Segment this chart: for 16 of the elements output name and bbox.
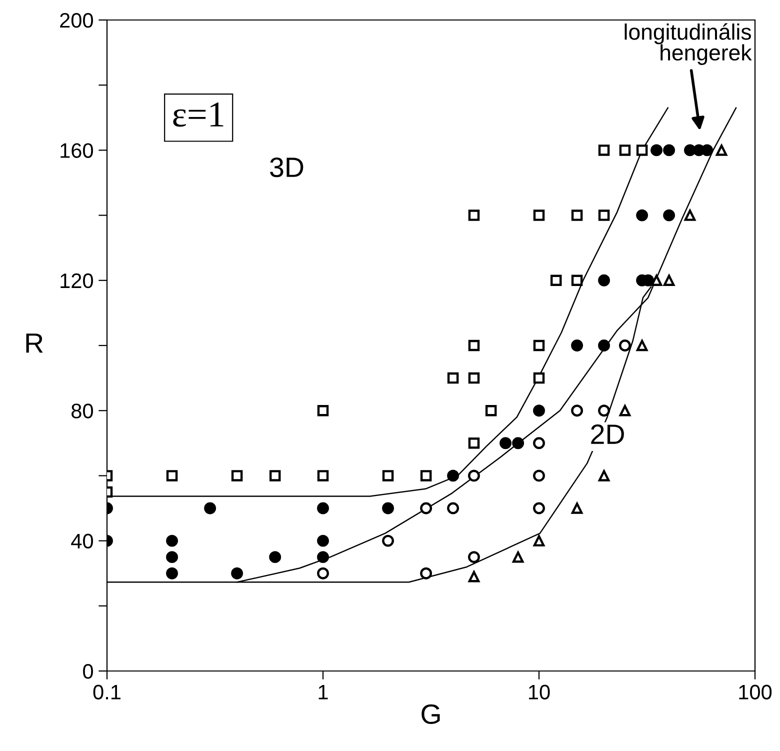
y-tick-label: 40 [71, 534, 93, 549]
x-tick-label: 1 [318, 684, 328, 700]
annotation: 2D [591, 424, 624, 444]
annotation: longitudinális hengerek [624, 23, 752, 65]
annotation: ε=1 [173, 102, 224, 127]
y-tick-label: 120 [60, 273, 93, 288]
y-tick-label: 200 [60, 13, 93, 28]
x-axis-title: G [422, 704, 440, 724]
y-axis-title: R [26, 334, 43, 353]
y-tick-label: 0 [83, 664, 93, 679]
x-tick-label: 10 [529, 684, 550, 700]
x-tick-label: 100 [739, 684, 772, 700]
y-tick-label: 80 [72, 404, 93, 418]
annotation: 3D [270, 158, 304, 178]
x-tick-label: 0.1 [93, 684, 120, 700]
y-tick-label: 160 [60, 143, 93, 158]
